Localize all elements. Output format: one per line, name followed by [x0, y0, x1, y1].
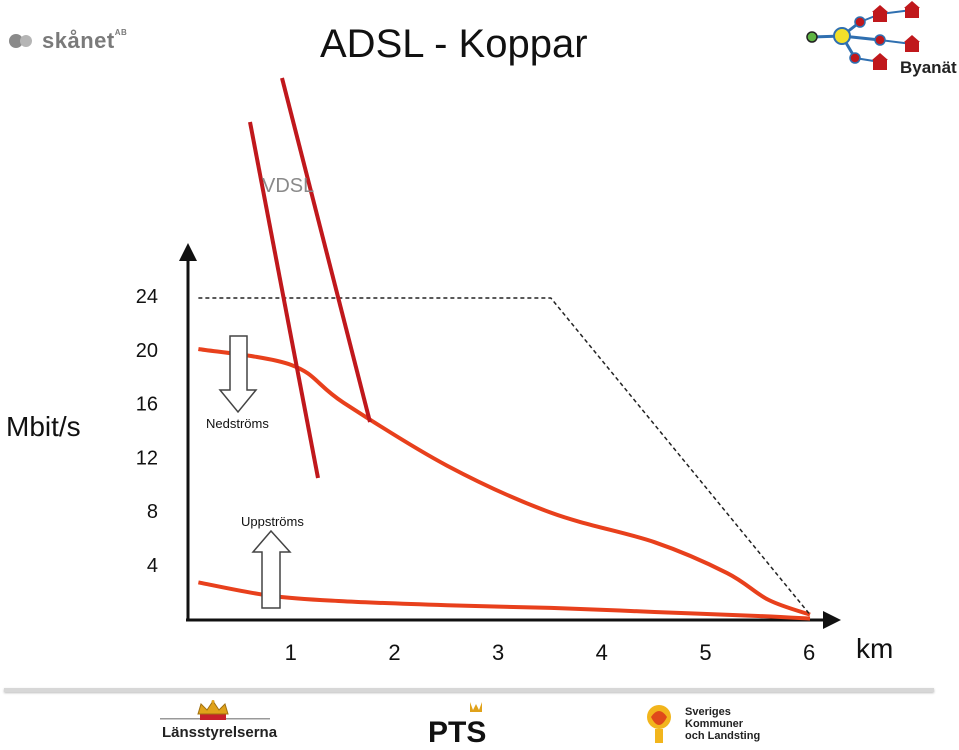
upstream-arrow-icon: [251, 529, 292, 609]
skanet-logo-icon: [9, 34, 32, 48]
skanet-logo-text: skånetAB: [42, 28, 128, 53]
crown-icon: [160, 700, 270, 720]
x-tick-label: 2: [388, 640, 400, 665]
lansstyrelserna-logo: Länsstyrelserna: [160, 700, 277, 748]
y-tick-label: 16: [136, 394, 158, 416]
x-tick-label: 3: [492, 640, 504, 665]
vdsl-line-left: [248, 121, 320, 479]
y-tick-label: 8: [147, 501, 158, 523]
x-axis-label: km: [856, 633, 893, 664]
downstream-arrow-icon: [218, 335, 258, 414]
series-line-nedströms: [198, 347, 811, 617]
y-tick-label: 20: [136, 340, 158, 362]
pts-logo: PTS: [428, 700, 508, 749]
network-houses-icon: [806, 1, 920, 70]
pts-logo-icon: PTS: [428, 702, 486, 749]
vdsl-label: VDSL: [262, 175, 314, 197]
vdsl-line-right: [280, 77, 372, 423]
x-tick-label: 4: [596, 640, 608, 665]
skl-logo-icon: [647, 705, 671, 743]
downstream-label: Nedströms: [206, 416, 269, 431]
y-tick-label: 24: [136, 286, 158, 308]
skl-logo: Sveriges Kommuner och Landsting: [645, 703, 775, 748]
footer-divider: [4, 688, 934, 692]
max-speed-dashed-line: [198, 297, 811, 616]
skl-text: Sveriges Kommuner och Landsting: [685, 706, 761, 742]
x-tick-label: 6: [803, 640, 815, 665]
series-line-uppströms: [198, 580, 811, 621]
byanat-logo-text: Byanät: [900, 58, 957, 77]
upstream-label: Uppströms: [241, 514, 304, 529]
x-tick-label: 5: [699, 640, 711, 665]
skanet-logo: skånetAB: [8, 28, 127, 54]
y-tick-label: 12: [136, 447, 158, 469]
svg-text:PTS: PTS: [428, 716, 486, 745]
page-title: ADSL - Koppar: [320, 22, 588, 66]
byanat-logo: Byanät: [800, 0, 959, 82]
lansstyrelserna-text: Länsstyrelserna: [162, 724, 278, 741]
y-axis-label: Mbit/s: [6, 411, 81, 442]
x-tick-label: 1: [285, 640, 297, 665]
y-tick-label: 4: [147, 555, 158, 577]
